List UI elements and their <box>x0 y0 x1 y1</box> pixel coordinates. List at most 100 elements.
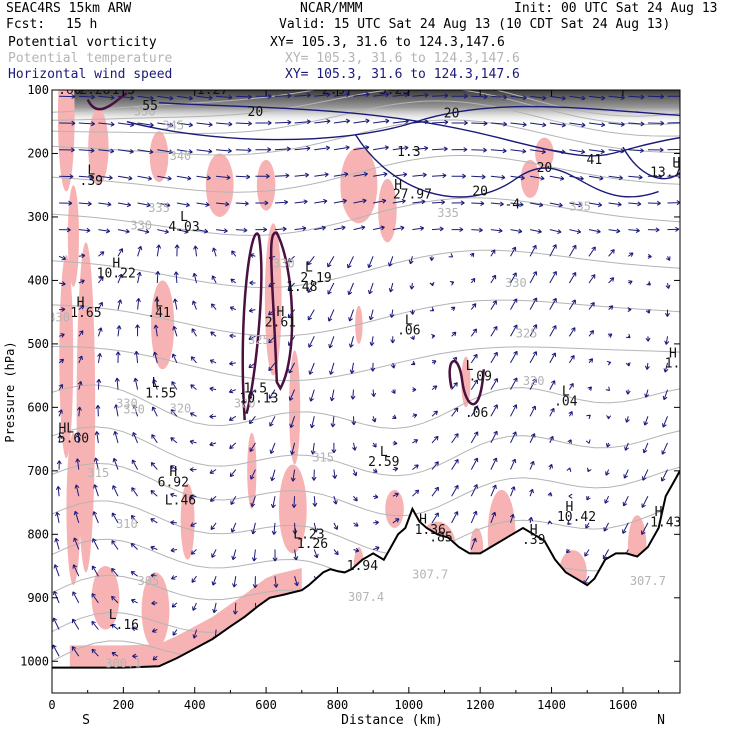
wind-vector <box>135 298 141 310</box>
wind-vector <box>451 511 459 524</box>
wind-vector <box>451 120 468 126</box>
wind-vector <box>132 404 139 417</box>
wind-vector <box>55 486 61 497</box>
wind-vector <box>255 200 269 206</box>
wind-vector <box>373 145 389 151</box>
wind-vector <box>470 457 479 470</box>
wind-vector <box>490 377 498 390</box>
wind-vector <box>59 120 76 126</box>
isentrope <box>52 426 680 477</box>
extremum-label: L <box>380 445 388 460</box>
wind-vector <box>662 389 668 401</box>
y-tick-label: 100 <box>27 83 49 97</box>
wind-vector <box>549 95 566 101</box>
wind-vector <box>152 351 158 364</box>
wind-vector <box>94 431 100 443</box>
wind-vector <box>510 431 517 444</box>
isentrope-label: 320 <box>523 374 545 388</box>
wind-vector <box>568 327 576 337</box>
extremum-label: 1.55 <box>145 386 176 401</box>
wind-vector <box>150 490 158 497</box>
wind-vector <box>114 404 119 417</box>
wind-vector <box>349 362 355 374</box>
wind-vector <box>529 488 534 497</box>
wind-vector <box>211 549 217 558</box>
extremum-label: 5.60 <box>58 431 89 446</box>
wind-vector <box>451 458 459 470</box>
wind-vector <box>585 522 590 529</box>
north-endpoint-label: N <box>657 713 665 728</box>
wind-vector <box>353 92 370 97</box>
wind-vector <box>605 469 610 476</box>
isentrope <box>52 197 680 236</box>
wind-vector <box>116 325 122 337</box>
extremum-label: H <box>394 178 402 193</box>
field-label-pv: Potential vorticity <box>8 35 157 50</box>
wind-vector <box>585 439 591 444</box>
wind-vector <box>78 94 95 100</box>
wind-vector <box>209 495 217 502</box>
isentrope <box>52 154 680 193</box>
wind-vector <box>111 567 119 577</box>
wind-vector <box>190 356 197 364</box>
wind-vector <box>58 358 65 364</box>
wind-vector <box>307 282 315 293</box>
extremum-label: HL <box>58 421 74 436</box>
wind-vector <box>348 336 354 348</box>
wind-vector <box>641 495 649 508</box>
wind-vector <box>666 256 671 261</box>
wind-vector <box>98 228 111 234</box>
extremum-label: 1.94 <box>347 559 378 574</box>
wind-vector <box>471 120 488 126</box>
wind-vector <box>55 511 60 524</box>
pv-shade-region <box>141 572 170 649</box>
wind-vector <box>98 251 105 257</box>
wind-vector <box>529 324 538 337</box>
extremum-label: .06 <box>397 324 420 339</box>
wind-vector <box>98 276 104 284</box>
wind-vector <box>327 256 335 268</box>
isentrope <box>52 384 680 430</box>
wind-vector <box>370 362 376 372</box>
pv-shade-region <box>256 159 276 211</box>
wind-vector <box>313 549 319 559</box>
wind-vector <box>255 173 270 179</box>
wind-vector <box>587 467 592 473</box>
wind-vector <box>189 412 197 417</box>
pv-shade-surface-band <box>69 567 302 668</box>
wind-vector <box>431 512 439 524</box>
wind-vector <box>549 380 556 390</box>
wind-vector <box>78 279 85 284</box>
wind-vector <box>229 333 236 339</box>
extremum-label: 27.97 <box>393 188 432 203</box>
wind-vector <box>274 146 291 152</box>
wind-vector <box>490 174 506 180</box>
wind-vector <box>76 406 82 417</box>
wind-vector <box>431 146 448 152</box>
wind-vector <box>412 489 420 497</box>
wind-vector <box>230 278 237 284</box>
x-tick-label: 200 <box>113 698 135 712</box>
wind-vector <box>530 122 547 128</box>
wind-vector <box>412 464 419 470</box>
wind-vector <box>189 494 197 500</box>
wind-vector <box>117 228 130 234</box>
wind-vector <box>150 545 158 551</box>
wind-vector <box>509 513 515 524</box>
isentrope-label: 330 <box>273 257 295 271</box>
wind-vector <box>151 406 158 417</box>
wind-vector <box>252 576 258 589</box>
wind-vector <box>170 575 178 580</box>
wind-vector <box>54 537 60 550</box>
extremum-label: 4.03 <box>168 220 199 235</box>
wind-vector <box>59 306 66 312</box>
wind-vector <box>235 174 251 180</box>
y-tick-label: 700 <box>27 464 49 478</box>
wind-vector <box>112 485 119 497</box>
wind-vector <box>196 202 210 207</box>
wind-vector <box>74 484 80 497</box>
wind-vector <box>372 442 377 448</box>
wind-vector <box>628 228 640 233</box>
isentrope-label: 307.4 <box>348 590 384 604</box>
wind-vector <box>230 495 237 505</box>
